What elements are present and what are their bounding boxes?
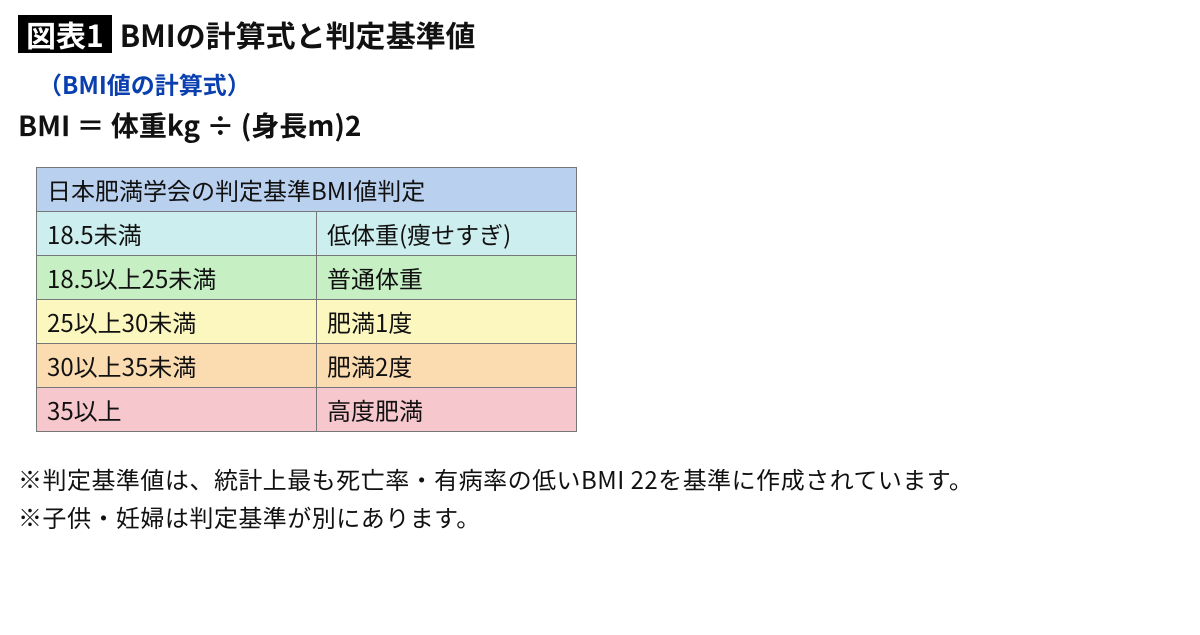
footnote-line: ※子供・妊婦は判定基準が別にあります。	[18, 498, 1182, 536]
bmi-range-cell: 35以上	[37, 388, 317, 432]
figure-title-text: BMIの計算式と判定基準値	[120, 12, 476, 56]
table-header-cell: 日本肥満学会の判定基準BMI値判定	[37, 168, 577, 212]
bmi-range-cell: 30以上35未満	[37, 344, 317, 388]
table-row: 25以上30未満肥満1度	[37, 300, 577, 344]
bmi-label-cell: 高度肥満	[317, 388, 577, 432]
table-header-row: 日本肥満学会の判定基準BMI値判定	[37, 168, 577, 212]
formula-subtitle: （BMI値の計算式）	[38, 66, 1182, 101]
figure-badge: 図表1	[18, 15, 112, 53]
bmi-range-cell: 18.5未満	[37, 212, 317, 256]
bmi-label-cell: 肥満1度	[317, 300, 577, 344]
bmi-range-cell: 18.5以上25未満	[37, 256, 317, 300]
bmi-label-cell: 低体重(痩せすぎ)	[317, 212, 577, 256]
bmi-label-cell: 肥満2度	[317, 344, 577, 388]
table-row: 18.5未満低体重(痩せすぎ)	[37, 212, 577, 256]
table-row: 18.5以上25未満普通体重	[37, 256, 577, 300]
bmi-formula: BMI ＝ 体重kg ÷ (身長m)2	[18, 105, 1182, 145]
table-row: 30以上35未満肥満2度	[37, 344, 577, 388]
footnote-line: ※判定基準値は、統計上最も死亡率・有病率の低いBMI 22を基準に作成されていま…	[18, 460, 1182, 498]
bmi-range-cell: 25以上30未満	[37, 300, 317, 344]
bmi-criteria-table: 日本肥満学会の判定基準BMI値判定 18.5未満低体重(痩せすぎ)18.5以上2…	[36, 167, 577, 432]
bmi-label-cell: 普通体重	[317, 256, 577, 300]
footnotes: ※判定基準値は、統計上最も死亡率・有病率の低いBMI 22を基準に作成されていま…	[18, 460, 1182, 537]
figure-title: 図表1 BMIの計算式と判定基準値	[18, 12, 1182, 56]
table-row: 35以上高度肥満	[37, 388, 577, 432]
